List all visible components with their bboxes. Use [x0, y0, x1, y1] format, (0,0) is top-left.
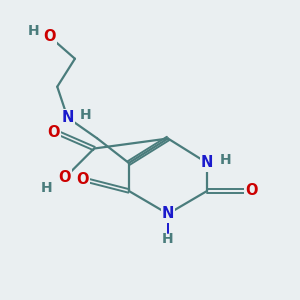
Text: N: N	[201, 155, 213, 170]
Text: O: O	[44, 29, 56, 44]
Text: N: N	[61, 110, 74, 125]
Text: H: H	[41, 181, 53, 195]
Text: O: O	[47, 125, 60, 140]
Text: O: O	[76, 172, 88, 187]
Text: O: O	[58, 170, 71, 185]
Text: H: H	[80, 108, 91, 122]
Text: N: N	[162, 206, 174, 221]
Text: O: O	[245, 183, 258, 198]
Text: H: H	[220, 153, 231, 167]
Text: H: H	[28, 24, 40, 38]
Text: H: H	[162, 232, 174, 246]
